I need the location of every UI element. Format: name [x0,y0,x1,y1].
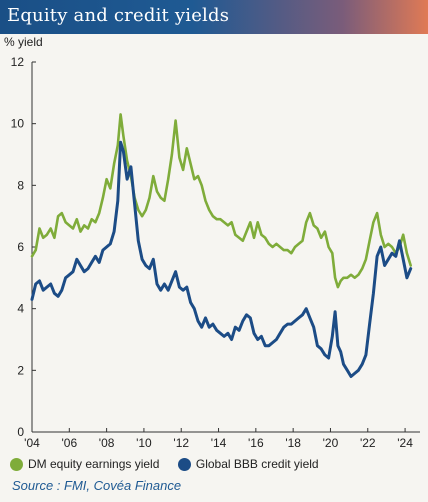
series-line-bbb-credit-yield [30,140,413,378]
y-tick-label: 6 [17,240,24,254]
legend: DM equity earnings yield Global BBB cred… [10,457,333,475]
legend-item-equity: DM equity earnings yield [10,457,159,471]
x-tick-label: '08 [99,436,115,450]
title-bar: Equity and credit yields [0,0,428,34]
x-tick-label: '24 [397,436,413,450]
x-tick-label: '22 [360,436,376,450]
series-line-equity-yield [30,113,412,289]
x-tick-label: '06 [61,436,77,450]
legend-item-credit: Global BBB credit yield [177,457,319,471]
source-note: Source : FMI, Covéa Finance [12,478,182,493]
x-tick-label: '10 [136,436,152,450]
y-tick-label: 10 [11,117,25,131]
legend-label-credit: Global BBB credit yield [195,457,319,471]
x-tick-label: '16 [248,436,264,450]
legend-label-equity: DM equity earnings yield [28,457,160,471]
y-axis-label: % yield [4,35,43,49]
y-tick-label: 2 [17,363,24,377]
x-tick-label: '14 [211,436,227,450]
legend-marker-credit [177,457,191,471]
y-tick-label: 0 [17,425,24,439]
y-tick-label: 8 [17,178,24,192]
legend-marker-equity [10,457,23,471]
x-tick-label: '20 [323,436,339,450]
chart-title: Equity and credit yields [7,5,230,26]
y-tick-label: 12 [11,55,25,69]
x-tick-label: '12 [173,436,189,450]
x-tick-label: '04 [24,436,40,450]
x-tick-label: '18 [285,436,301,450]
y-tick-label: 4 [17,302,24,316]
